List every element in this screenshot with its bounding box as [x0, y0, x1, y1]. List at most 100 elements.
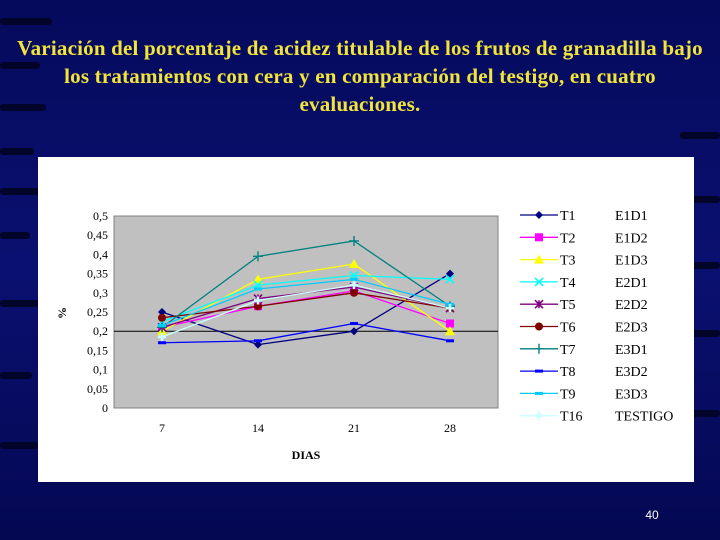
background-stripe — [0, 300, 40, 307]
legend-marker — [535, 369, 543, 373]
series-T16 — [158, 281, 454, 341]
legend-series-name: T8 — [560, 365, 576, 380]
legend-marker — [534, 254, 544, 264]
y-tick-label: 0,35 — [87, 267, 108, 281]
legend-item: T6 E2D3 — [520, 321, 648, 336]
legend-marker — [534, 343, 544, 354]
legend-series-label: E1D2 — [615, 231, 648, 246]
data-point — [350, 277, 358, 281]
legend-series-name: T7 — [560, 343, 576, 358]
x-tick-label: 28 — [444, 421, 456, 435]
legend-marker — [535, 233, 543, 242]
legend-item: T1 E1D1 — [520, 209, 648, 224]
data-point — [254, 340, 262, 349]
data-point — [446, 269, 454, 278]
legend-series-name: T3 — [560, 254, 576, 269]
data-point — [158, 332, 166, 341]
data-point — [254, 302, 262, 311]
chart-panel: 0 0,05 0,1 0,15 0,2 0,25 0,3 0,35 0,4 0,45 0,5 7 14… — [38, 157, 694, 482]
legend-series-label: E1D1 — [615, 209, 648, 224]
background-stripe — [0, 62, 40, 69]
data-point — [158, 313, 166, 322]
y-tick-label: 0,15 — [87, 343, 108, 357]
series-line — [161, 322, 451, 344]
x-tick-label: 7 — [159, 421, 165, 435]
legend-series-name: T5 — [560, 298, 576, 313]
series-line — [161, 240, 451, 328]
legend-marker — [534, 299, 544, 309]
data-point — [445, 274, 455, 284]
legend-item: T8 E3D2 — [520, 365, 648, 380]
series-T8 — [158, 322, 454, 345]
legend-series-name: T4 — [560, 276, 576, 291]
legend-series-label: TESTIGO — [615, 410, 673, 425]
data-point — [158, 323, 166, 327]
data-point — [350, 281, 358, 290]
legend-series-label: E3D2 — [615, 365, 648, 380]
legend-marker — [535, 391, 543, 395]
y-tick-label: 0,2 — [93, 324, 108, 338]
series-line — [161, 273, 451, 346]
legend-series-name: T1 — [560, 209, 576, 224]
data-point — [350, 288, 358, 297]
legend-series-name: T6 — [560, 321, 576, 336]
data-point — [253, 251, 263, 262]
y-tick-label: 0,25 — [87, 305, 108, 319]
legend-series-label: E3D3 — [615, 387, 648, 402]
legend-item: T5 E2D2 — [520, 298, 648, 313]
y-tick-label: 0,4 — [93, 247, 108, 261]
background-stripe — [0, 232, 30, 239]
background-stripe — [678, 330, 720, 337]
legend-marker — [535, 211, 543, 219]
data-point — [349, 259, 359, 268]
line-chart: 0 0,05 0,1 0,15 0,2 0,25 0,3 0,35 0,4 0,45 0,5 7 14… — [55, 209, 673, 462]
background-stripe — [0, 104, 46, 111]
background-stripe — [672, 196, 720, 203]
series-T7 — [157, 235, 455, 333]
series-line — [161, 274, 451, 323]
data-point — [350, 327, 358, 336]
background-stripe — [680, 132, 720, 139]
legend-series-name: T16 — [560, 410, 583, 425]
background-stripe — [690, 410, 720, 417]
legend-series-label: E1D3 — [615, 254, 648, 269]
series-line — [161, 278, 451, 327]
legend-item: T2 E1D2 — [520, 231, 648, 246]
data-point — [158, 308, 166, 316]
legend-marker — [535, 411, 543, 420]
y-tick-label: 0 — [102, 401, 108, 415]
data-point — [446, 339, 454, 343]
data-point — [253, 274, 263, 284]
series-line — [161, 290, 451, 328]
data-point — [254, 339, 262, 343]
background-stripe — [0, 372, 32, 379]
background-stripe — [0, 18, 52, 25]
data-point — [446, 304, 454, 313]
data-point — [254, 296, 262, 305]
legend-item: T4 E2D1 — [520, 276, 648, 291]
x-tick-label: 21 — [348, 421, 360, 435]
x-axis-label: DIAS — [292, 448, 321, 462]
legend-item: T7 E3D1 — [520, 343, 648, 358]
series-line — [161, 292, 451, 319]
series-T1 — [158, 269, 454, 349]
data-point — [350, 322, 358, 326]
y-tick-label: 0,05 — [87, 382, 108, 396]
data-point — [349, 235, 359, 246]
slide-title: Variación del porcentaje de acidez titul… — [17, 36, 703, 116]
y-tick-label: 0,45 — [87, 228, 108, 242]
data-point — [446, 319, 454, 328]
legend-item: T3 E1D3 — [520, 254, 648, 269]
series-line — [161, 284, 451, 338]
x-tick-label: 14 — [252, 421, 264, 435]
legend-series-name: T9 — [560, 387, 576, 402]
data-point — [158, 341, 166, 345]
background-stripe — [686, 262, 720, 269]
background-stripe — [0, 188, 44, 195]
legend-marker — [534, 277, 544, 287]
plot-area — [113, 215, 499, 409]
legend-series-label: E2D3 — [615, 321, 648, 336]
legend-item: T16 TESTIGO — [520, 410, 673, 425]
data-point — [445, 326, 455, 336]
legend-series-label: E2D1 — [615, 276, 648, 291]
